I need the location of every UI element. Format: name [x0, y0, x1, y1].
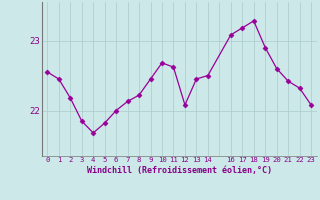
- X-axis label: Windchill (Refroidissement éolien,°C): Windchill (Refroidissement éolien,°C): [87, 166, 272, 175]
